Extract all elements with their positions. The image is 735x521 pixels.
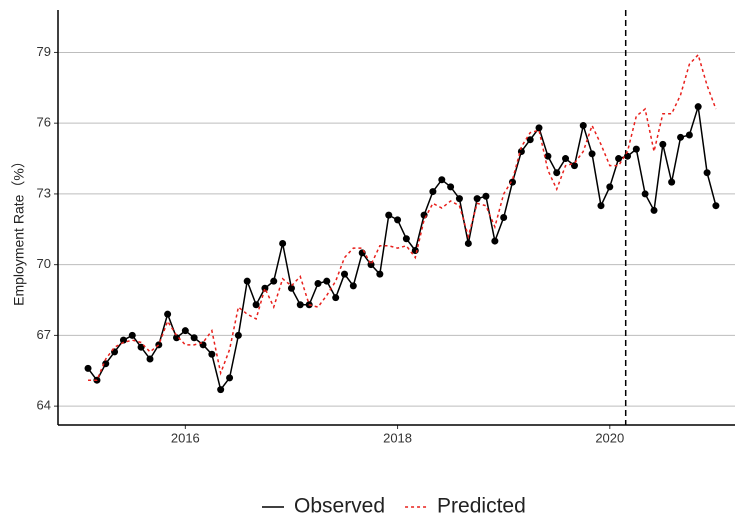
data-point [562, 155, 570, 163]
data-point [438, 176, 446, 184]
data-point [464, 239, 472, 247]
data-point [455, 195, 463, 203]
data-point [641, 190, 649, 198]
data-point [376, 270, 384, 278]
x-tick-label: 2018 [383, 430, 412, 445]
data-point [252, 301, 260, 309]
data-point [128, 331, 136, 339]
y-tick-label: 70 [37, 256, 51, 271]
data-point [650, 206, 658, 214]
data-point [624, 152, 632, 160]
data-point [632, 145, 640, 153]
data-point [685, 131, 693, 139]
legend-label: Observed [294, 495, 385, 518]
y-tick-label: 79 [37, 44, 51, 59]
data-point [659, 140, 667, 148]
data-point [535, 124, 543, 132]
legend-label: Predicted [437, 495, 526, 518]
data-point [668, 178, 676, 186]
data-point [394, 216, 402, 224]
data-point [526, 136, 534, 144]
data-point [615, 155, 623, 163]
data-point [712, 202, 720, 210]
data-point [411, 247, 419, 255]
data-point [508, 178, 516, 186]
data-point [367, 261, 375, 269]
data-point [447, 183, 455, 191]
data-point [703, 169, 711, 177]
data-point [173, 334, 181, 342]
data-point [137, 343, 145, 351]
data-point [270, 277, 278, 285]
data-point [279, 239, 287, 247]
data-point [341, 270, 349, 278]
data-point [155, 341, 163, 349]
y-axis-label: Employment Rate（%） [11, 154, 27, 306]
data-point [296, 301, 304, 309]
x-tick-label: 2016 [171, 430, 200, 445]
data-point [314, 280, 322, 288]
data-point [119, 336, 127, 344]
data-point [553, 169, 561, 177]
data-point [597, 202, 605, 210]
data-point [544, 152, 552, 160]
data-point [261, 284, 269, 292]
data-point [579, 122, 587, 130]
y-tick-label: 64 [37, 398, 51, 413]
series-line [88, 53, 717, 381]
data-point [570, 162, 578, 170]
data-point [694, 103, 702, 111]
data-point [588, 150, 596, 158]
series-line [87, 106, 717, 392]
data-point [287, 284, 295, 292]
data-point [385, 211, 393, 219]
data-point [420, 211, 428, 219]
data-point [473, 195, 481, 203]
y-tick-label: 76 [37, 115, 51, 130]
x-tick-label: 2020 [595, 430, 624, 445]
data-point [677, 133, 685, 141]
y-tick-label: 73 [37, 185, 51, 200]
data-point [181, 327, 189, 335]
data-point [491, 237, 499, 245]
data-point [606, 183, 614, 191]
data-point [429, 188, 437, 196]
data-point [482, 192, 490, 200]
data-point [208, 350, 216, 358]
data-point [164, 310, 172, 318]
data-point [146, 355, 154, 363]
data-point [358, 249, 366, 257]
data-point [402, 235, 410, 243]
data-point [500, 214, 508, 221]
y-tick-label: 67 [37, 327, 51, 342]
data-point [243, 277, 251, 285]
data-point [217, 386, 225, 394]
data-point [332, 294, 340, 302]
data-point [226, 374, 234, 382]
data-point [349, 282, 357, 290]
data-point [102, 360, 110, 368]
data-point [84, 364, 92, 372]
data-point [234, 331, 242, 339]
data-point [190, 334, 198, 342]
data-point [323, 277, 331, 285]
